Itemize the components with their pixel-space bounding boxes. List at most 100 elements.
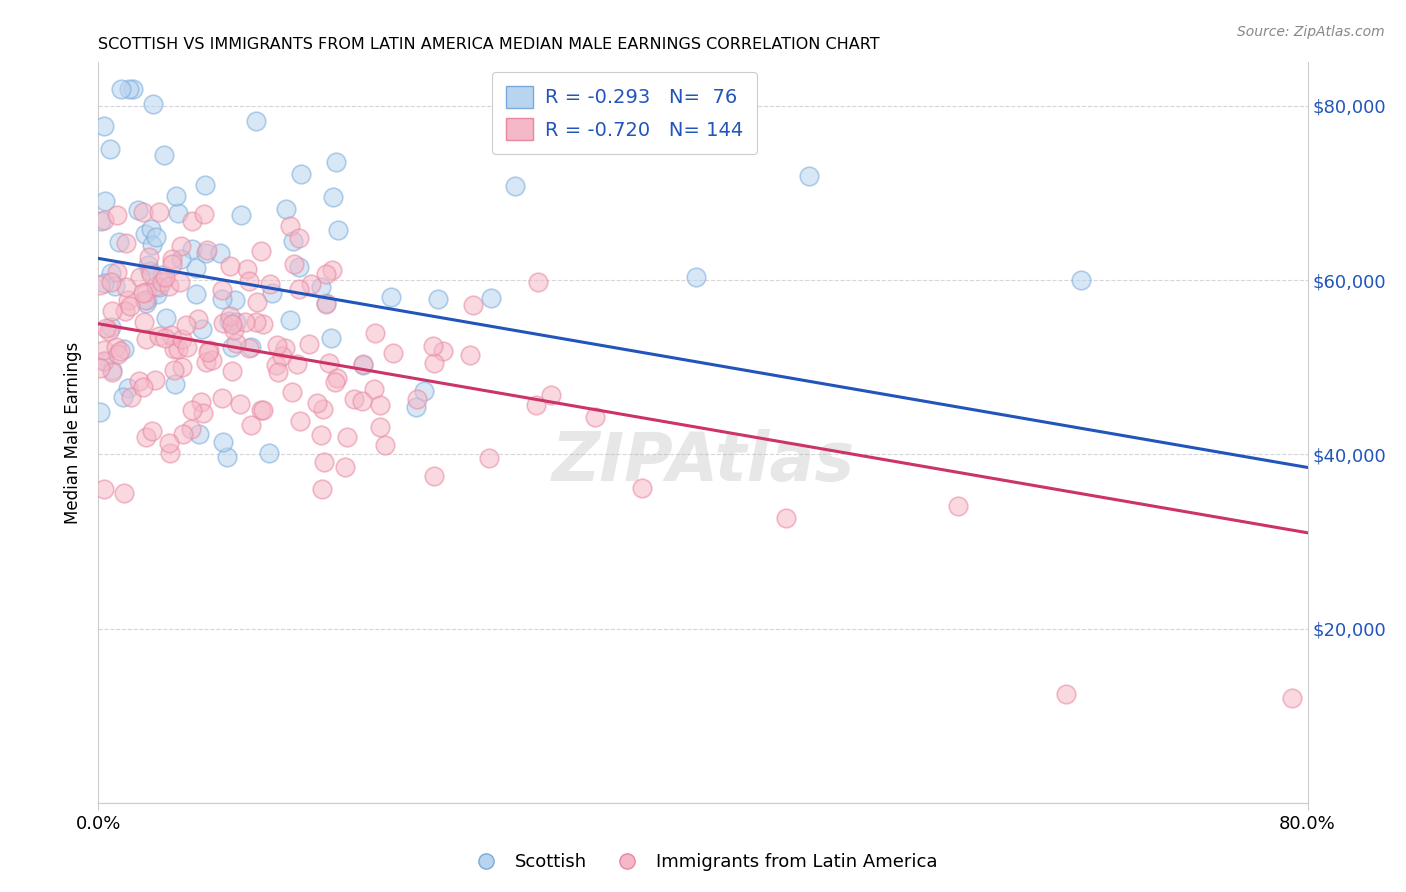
Point — [505, 179, 527, 194]
Point — [107, 347, 129, 361]
Point — [159, 328, 181, 343]
Point — [257, 446, 280, 460]
Point — [155, 310, 177, 325]
Point — [266, 338, 288, 352]
Point — [131, 285, 153, 300]
Point — [193, 207, 215, 221]
Point — [287, 230, 309, 244]
Point — [157, 436, 180, 450]
Point — [374, 437, 396, 451]
Point — [312, 455, 335, 469]
Point — [181, 403, 204, 417]
Point — [271, 349, 294, 363]
Point — [236, 261, 259, 276]
Point — [315, 296, 337, 310]
Point — [105, 208, 128, 222]
Point — [224, 293, 246, 307]
Point — [160, 256, 183, 270]
Point — [221, 318, 243, 332]
Point — [93, 276, 115, 290]
Point — [422, 468, 444, 483]
Point — [299, 277, 322, 292]
Point — [160, 252, 183, 267]
Point — [460, 348, 482, 362]
Point — [100, 365, 122, 379]
Point — [201, 353, 224, 368]
Point — [219, 259, 242, 273]
Point — [685, 270, 707, 285]
Point — [288, 283, 311, 297]
Point — [278, 219, 301, 233]
Point — [194, 178, 217, 193]
Point — [245, 315, 267, 329]
Point — [432, 343, 454, 358]
Point — [219, 309, 242, 323]
Point — [413, 384, 436, 398]
Point — [117, 381, 139, 395]
Point — [93, 119, 115, 133]
Point — [405, 400, 427, 414]
Point — [120, 299, 142, 313]
Point — [166, 342, 188, 356]
Point — [336, 429, 359, 443]
Point — [1054, 687, 1077, 701]
Point — [112, 485, 135, 500]
Point — [524, 399, 547, 413]
Point — [176, 318, 198, 332]
Point — [93, 343, 115, 358]
Point — [145, 279, 167, 293]
Point — [135, 332, 157, 346]
Point — [946, 499, 969, 513]
Point — [363, 383, 385, 397]
Point — [97, 324, 120, 338]
Point — [139, 264, 162, 278]
Point — [250, 403, 273, 417]
Point — [172, 426, 194, 441]
Point — [139, 267, 162, 281]
Point — [142, 96, 165, 111]
Point — [187, 311, 209, 326]
Point — [218, 314, 240, 328]
Point — [197, 345, 219, 359]
Point — [134, 293, 156, 308]
Point — [422, 339, 444, 353]
Point — [110, 81, 132, 95]
Point — [326, 370, 349, 384]
Point — [318, 356, 340, 370]
Point — [148, 205, 170, 219]
Point — [139, 221, 162, 235]
Point — [262, 285, 284, 300]
Point — [211, 391, 233, 405]
Point — [285, 357, 308, 371]
Point — [93, 482, 115, 496]
Point — [89, 278, 111, 293]
Point — [184, 286, 207, 301]
Point — [117, 293, 139, 307]
Point — [94, 320, 117, 334]
Legend: R = -0.293   N=  76, R = -0.720   N= 144: R = -0.293 N= 76, R = -0.720 N= 144 — [492, 72, 756, 154]
Point — [311, 482, 333, 496]
Point — [187, 426, 209, 441]
Point — [170, 332, 193, 346]
Point — [208, 246, 231, 260]
Point — [153, 331, 176, 345]
Point — [90, 214, 112, 228]
Point — [245, 114, 267, 128]
Point — [135, 285, 157, 299]
Point — [112, 343, 135, 357]
Point — [527, 275, 550, 289]
Point — [288, 260, 311, 274]
Point — [312, 401, 335, 416]
Point — [382, 345, 405, 359]
Point — [233, 315, 256, 329]
Point — [423, 356, 446, 370]
Point — [89, 361, 111, 376]
Point — [276, 202, 298, 216]
Point — [114, 235, 136, 250]
Point — [132, 205, 155, 219]
Point — [132, 379, 155, 393]
Point — [157, 279, 180, 293]
Point — [364, 326, 387, 340]
Point — [225, 315, 247, 329]
Point — [238, 274, 260, 288]
